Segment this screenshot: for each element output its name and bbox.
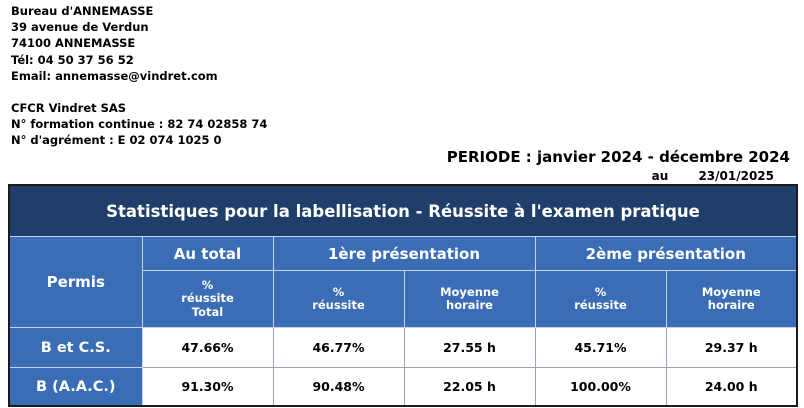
group-first-header: 1ère présentation: [272, 236, 536, 271]
agency-email: Email: annemasse@vindret.com: [11, 68, 218, 83]
total-rate-header: % réussite Total: [141, 270, 274, 328]
permis-header: Permis: [8, 236, 143, 328]
header-line: réussite: [312, 298, 365, 312]
agency-name: Bureau d'ANNEMASSE: [11, 4, 154, 18]
agrement-number: N° d'agrément : E 02 074 1025 0: [11, 133, 222, 148]
header-line: Total: [191, 304, 224, 319]
company-name: CFCR Vindret SAS: [11, 101, 127, 116]
header-line: réussite: [574, 298, 627, 312]
row-label-b-cs: B et C.S.: [8, 327, 143, 368]
first-rate-header: % réussite: [272, 270, 405, 328]
header-line: réussite: [181, 291, 234, 306]
header-line: %: [201, 277, 214, 292]
total-rate-cell: 91.30%: [141, 367, 274, 407]
agency-street: 39 avenue de Verdun: [11, 20, 149, 35]
group-second-header: 2ème présentation: [534, 236, 798, 271]
agency-phone: Tél: 04 50 37 56 52: [11, 52, 134, 67]
statistics-table: Statistiques pour la labellisation - Réu…: [8, 184, 798, 407]
first-hours-cell: 22.05 h: [403, 367, 536, 407]
date-label: au: [651, 169, 669, 183]
report-date: au 23/01/2025: [652, 169, 774, 183]
formation-number: N° formation continue : 82 74 02858 74: [11, 117, 268, 132]
agency-city: 74100 ANNEMASSE: [11, 36, 136, 51]
second-rate-header: % réussite: [534, 270, 667, 328]
second-hours-header: Moyenne horaire: [665, 270, 798, 328]
group-total-header: Au total: [141, 236, 274, 271]
second-hours-cell: 29.37 h: [665, 327, 798, 368]
header-line: %: [332, 284, 345, 299]
header-line: horaire: [707, 298, 755, 312]
header-line: Moyenne: [440, 284, 499, 299]
period-title: PERIODE : janvier 2024 - décembre 2024: [446, 148, 790, 166]
second-hours-cell: 24.00 h: [665, 367, 798, 407]
table-row: B et C.S. 47.66% 46.77% 27.55 h 45.71% 2…: [8, 327, 798, 368]
date-value: 23/01/2025: [698, 169, 774, 183]
first-rate-cell: 46.77%: [272, 327, 405, 368]
first-rate-cell: 90.48%: [272, 367, 405, 407]
agency-address-block: Bureau d'ANNEMASSE 39 avenue de Verdun 7…: [11, 3, 267, 149]
first-hours-header: Moyenne horaire: [403, 270, 536, 328]
table-row: B (A.A.C.) 91.30% 90.48% 22.05 h 100.00%…: [8, 367, 798, 407]
header-line: horaire: [446, 298, 493, 312]
second-rate-cell: 100.00%: [534, 367, 667, 407]
first-hours-cell: 27.55 h: [403, 327, 536, 368]
header-line: Moyenne: [701, 284, 761, 299]
header-line: %: [594, 284, 607, 299]
spacer: [11, 84, 267, 100]
total-rate-cell: 47.66%: [141, 327, 274, 368]
row-label-b-aac: B (A.A.C.): [8, 367, 143, 407]
table-title: Statistiques pour la labellisation - Réu…: [8, 184, 798, 237]
second-rate-cell: 45.71%: [534, 327, 667, 368]
